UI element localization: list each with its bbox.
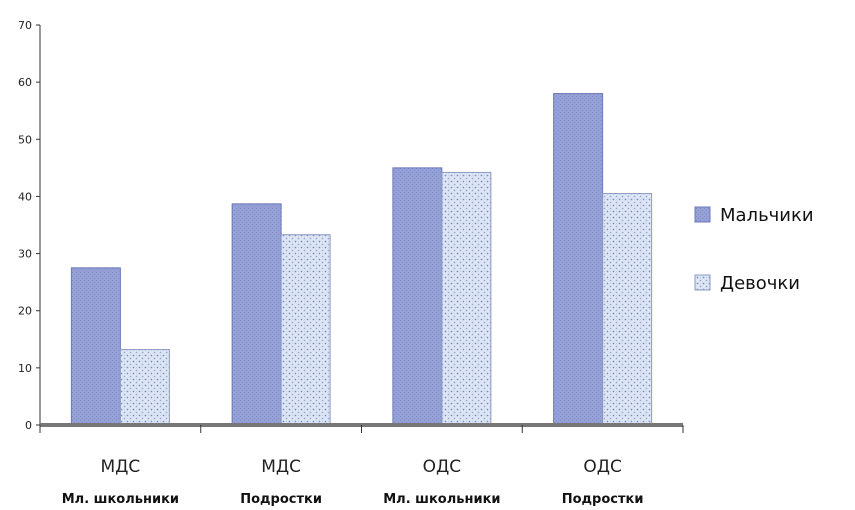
x-category-label: МДС — [100, 457, 140, 477]
y-tick-label: 10 — [18, 362, 32, 375]
y-tick-label: 0 — [25, 419, 32, 432]
y-tick-label: 60 — [18, 76, 32, 89]
x-category-label: МДС — [261, 457, 301, 477]
y-tick-label: 30 — [18, 248, 32, 261]
x-category-label: ОДС — [583, 457, 622, 477]
legend-label: Мальчики — [720, 205, 814, 226]
x-category-sublabel: Мл. школьники — [62, 492, 179, 507]
x-category-sublabel: Подростки — [562, 492, 644, 507]
bar-girls — [119, 349, 170, 426]
bar-girls — [280, 234, 331, 426]
bar-boys — [392, 167, 443, 426]
legend: Мальчики Девочки — [694, 205, 814, 294]
bar-boys — [231, 203, 282, 426]
legend-swatch-girls — [694, 274, 711, 291]
y-tick-label: 40 — [18, 190, 32, 203]
bar-girls — [602, 193, 653, 426]
bar-boys — [70, 267, 121, 426]
x-category-sublabel: Подростки — [240, 492, 322, 507]
bar-boys — [553, 93, 604, 426]
plot-area: 0 10 20 30 40 50 60 70 МДС Мл. школьники МДС Подрос… — [18, 19, 684, 507]
legend-label: Девочки — [720, 273, 800, 294]
bar-girls — [441, 171, 492, 426]
legend-swatch-boys — [694, 206, 711, 223]
y-tick-label: 50 — [18, 133, 32, 146]
y-tick-label: 70 — [18, 19, 32, 32]
y-tick-label: 20 — [18, 305, 32, 318]
x-category-sublabel: Мл. школьники — [383, 492, 500, 507]
x-category-label: ОДС — [423, 457, 462, 477]
